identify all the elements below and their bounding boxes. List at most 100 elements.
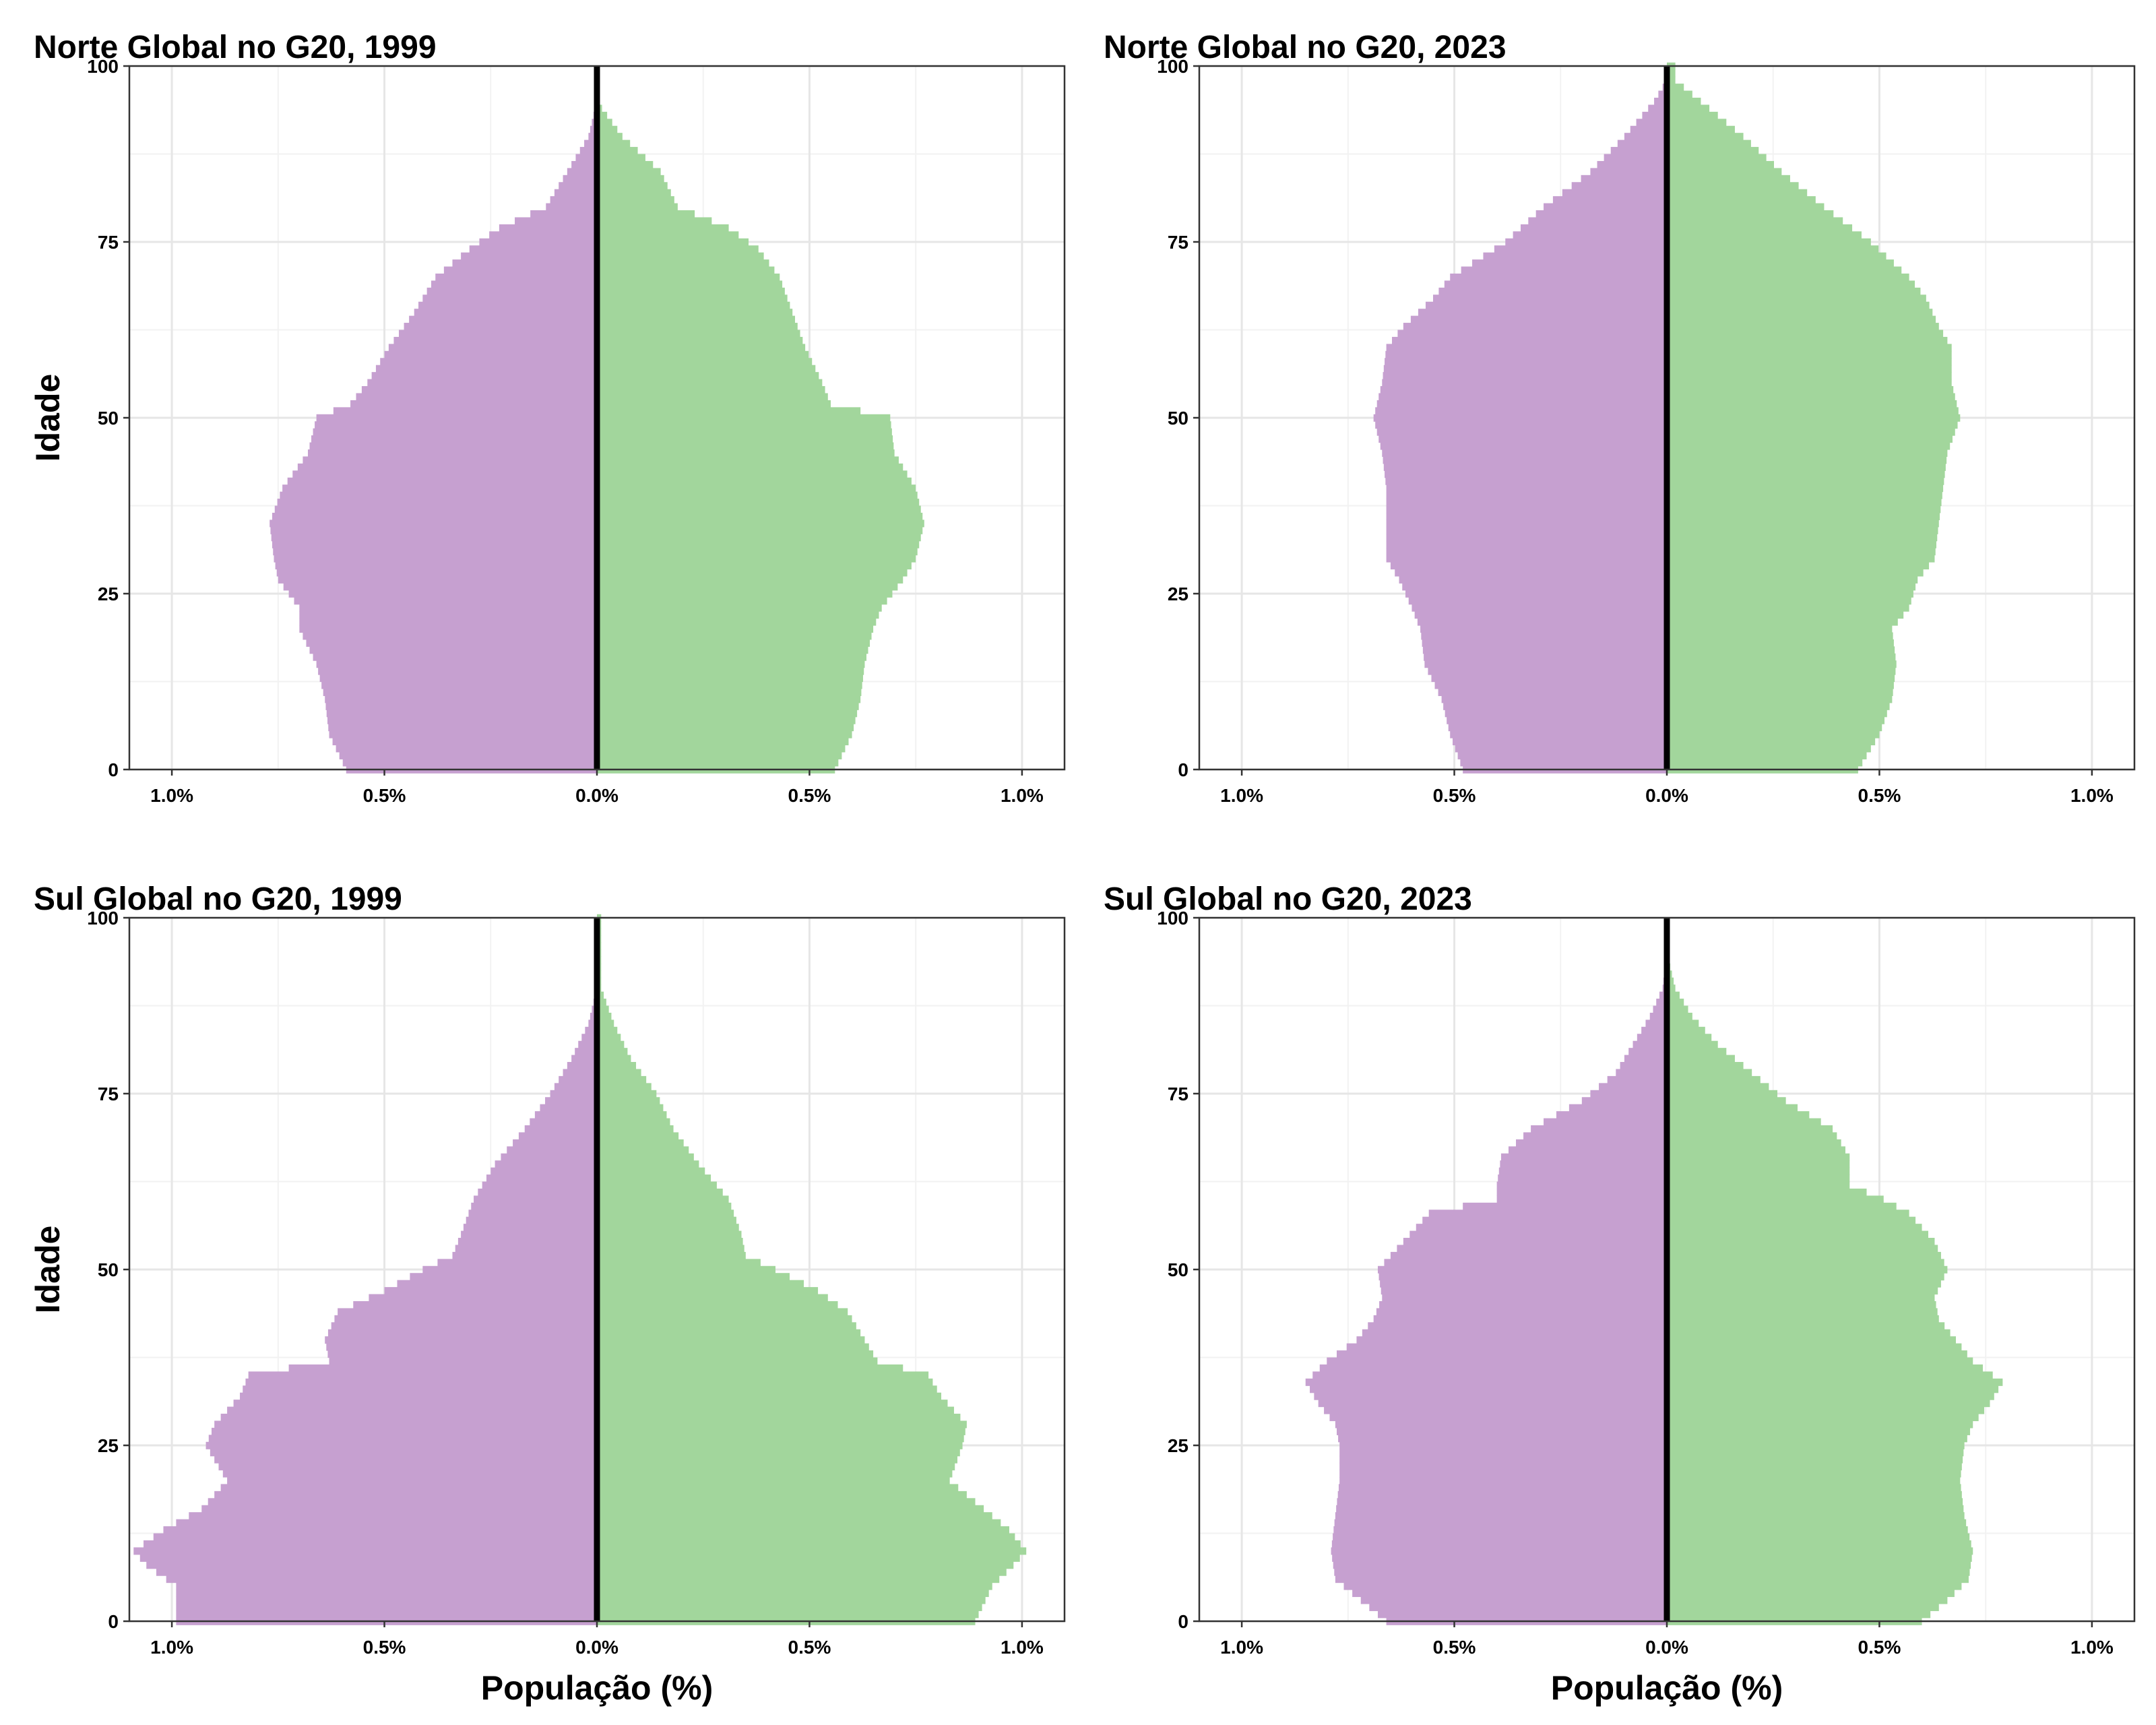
x-tick-label: 0.5% <box>363 785 406 806</box>
bar-right-age-3 <box>1667 745 1871 753</box>
bar-right-age-9 <box>597 702 859 710</box>
bar-left-age-45 <box>1379 1300 1667 1309</box>
bar-left-age-31 <box>233 1400 597 1408</box>
x-tick-label: 1.0% <box>2070 785 2114 806</box>
bar-left-age-62 <box>482 1181 597 1189</box>
bar-right-age-92 <box>1667 119 1727 127</box>
bar-right-age-79 <box>1667 210 1834 218</box>
bar-right-age-5 <box>597 1582 992 1590</box>
bar-right-age-88 <box>597 999 606 1007</box>
bar-left-age-6 <box>1448 724 1667 732</box>
bar-left-age-50 <box>1373 414 1667 422</box>
bar-right-age-53 <box>597 1245 744 1253</box>
bar-right-age-54 <box>1667 386 1954 394</box>
bar-left-age-79 <box>1535 210 1667 218</box>
bar-left-age-44 <box>303 456 597 464</box>
bar-left-age-39 <box>1346 1343 1667 1351</box>
bar-left-age-19 <box>1421 632 1667 640</box>
bar-right-age-64 <box>597 1167 705 1175</box>
bar-left-age-35 <box>1386 520 1667 528</box>
bar-left-age-12 <box>1333 1533 1667 1541</box>
bar-left-age-18 <box>1422 639 1667 647</box>
bar-left-age-17 <box>309 646 597 654</box>
bar-right-age-18 <box>597 1491 967 1499</box>
bar-left-age-76 <box>1599 1083 1667 1091</box>
bar-left-age-72 <box>452 259 597 268</box>
bar-left-age-26 <box>1338 1435 1667 1443</box>
bar-right-age-73 <box>1667 1104 1798 1112</box>
bar-right-age-83 <box>597 182 668 190</box>
bar-right-age-32 <box>597 1392 942 1400</box>
bar-left-age-80 <box>571 1055 597 1063</box>
bar-left-age-71 <box>1461 266 1667 274</box>
bar-left-age-23 <box>1339 1455 1667 1464</box>
bar-right-age-70 <box>597 273 780 282</box>
bar-left-age-33 <box>1310 1385 1667 1393</box>
bar-right-age-67 <box>1667 294 1926 303</box>
bar-left-age-8 <box>1333 1561 1667 1569</box>
bar-left-age-43 <box>334 1315 597 1323</box>
bar-left-age-33 <box>1386 534 1667 542</box>
bar-left-age-32 <box>240 1392 597 1400</box>
bar-right-age-34 <box>597 1378 933 1386</box>
bar-right-age-66 <box>1667 1153 1850 1161</box>
bar-right-age-28 <box>597 569 908 577</box>
bar-right-age-85 <box>1667 168 1782 176</box>
bar-left-age-65 <box>1500 1160 1667 1168</box>
bar-right-age-18 <box>1667 639 1894 647</box>
bar-right-age-5 <box>597 730 852 739</box>
bar-right-age-91 <box>1667 125 1735 133</box>
bar-left-age-27 <box>1399 575 1667 584</box>
bar-left-age-78 <box>1616 1069 1667 1077</box>
bar-right-age-8 <box>1667 1561 1971 1569</box>
bar-right-age-61 <box>1667 336 1948 344</box>
y-tick-label: 75 <box>98 1084 119 1104</box>
bar-right-age-84 <box>597 175 664 183</box>
bar-right-age-46 <box>1667 1294 1935 1302</box>
bar-left-age-33 <box>271 534 597 542</box>
bar-right-age-31 <box>1667 1400 1990 1408</box>
bar-left-age-56 <box>463 1224 597 1232</box>
y-tick-label: 75 <box>98 232 119 253</box>
bar-left-age-81 <box>575 1048 597 1056</box>
bar-right-age-34 <box>1667 526 1938 534</box>
bar-left-age-71 <box>443 266 597 274</box>
bar-right-age-78 <box>1667 217 1843 225</box>
bar-left-age-47 <box>1381 1287 1667 1295</box>
bar-left-age-55 <box>1409 1230 1667 1238</box>
bar-right-age-76 <box>1667 231 1862 239</box>
bar-right-age-29 <box>597 562 912 570</box>
bar-left-age-62 <box>398 330 597 338</box>
bar-right-age-21 <box>1667 618 1898 626</box>
bar-right-age-42 <box>597 470 908 478</box>
bar-left-age-45 <box>353 1300 597 1309</box>
bar-left-age-63 <box>486 1174 597 1183</box>
bar-right-age-41 <box>1667 1329 1951 1337</box>
bar-left-age-32 <box>1386 540 1667 548</box>
bar-left-age-69 <box>518 1132 597 1140</box>
bar-right-age-59 <box>1667 350 1952 358</box>
bar-left-age-72 <box>1472 259 1667 268</box>
x-tick-label: 0.5% <box>1433 1637 1476 1658</box>
bar-right-age-1 <box>597 759 839 767</box>
bar-left-age-76 <box>489 231 597 239</box>
bar-right-age-43 <box>597 1315 852 1323</box>
bar-right-age-85 <box>597 168 661 176</box>
bar-left-age-20 <box>1420 625 1667 633</box>
bar-right-age-29 <box>597 1414 961 1422</box>
x-tick-label: 0.5% <box>1433 785 1476 806</box>
bar-right-age-89 <box>1667 991 1680 999</box>
bar-right-age-23 <box>597 604 882 612</box>
bar-right-age-16 <box>597 653 866 661</box>
bar-right-age-66 <box>1667 301 1930 309</box>
bar-left-age-56 <box>371 372 597 380</box>
y-tick-label: 100 <box>87 56 119 77</box>
bar-left-age-39 <box>1386 491 1667 499</box>
bar-right-age-67 <box>1667 1146 1845 1154</box>
bar-left-age-44 <box>1383 456 1667 464</box>
bar-left-age-59 <box>384 350 597 358</box>
bar-right-age-41 <box>1667 477 1944 485</box>
bar-left-age-14 <box>1428 667 1667 675</box>
bar-left-age-8 <box>146 1561 598 1569</box>
